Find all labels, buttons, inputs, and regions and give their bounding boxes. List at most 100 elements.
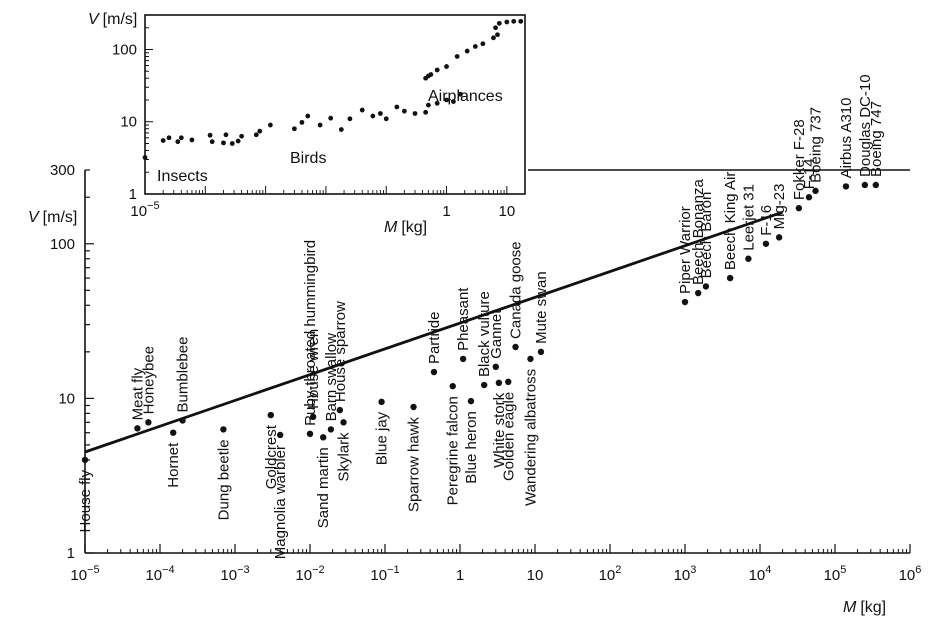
inset-data-point <box>267 122 273 128</box>
inset-data-point <box>160 138 166 143</box>
inset-data-point <box>229 141 235 146</box>
trend-line <box>84 210 784 454</box>
x-tick-label: 106 <box>899 564 922 584</box>
point-label: Sparrow hawk <box>406 416 423 512</box>
data-point <box>726 274 734 282</box>
inset-data-point <box>166 135 172 141</box>
point-label: Barn swallow <box>323 333 340 422</box>
x-tick-label: 102 <box>599 564 622 584</box>
inset-data-point <box>496 20 502 26</box>
main-ticks: 1 10 100 300 10−5 10−4 10−3 10−2 10−1 1 10 102 103 10… <box>50 162 921 584</box>
main-y-var: V <box>28 209 40 226</box>
inset-annotation-birds: Birds <box>290 150 326 167</box>
point-label: White stork <box>491 392 508 468</box>
inset-data-point <box>434 100 440 106</box>
data-point <box>378 398 385 406</box>
inset-data-point <box>493 25 498 31</box>
data-point <box>495 379 503 387</box>
point-label: Sand martin <box>315 447 332 528</box>
inset-data-point <box>472 44 478 49</box>
point-label: Skylark <box>336 432 353 482</box>
data-point <box>327 426 335 433</box>
inset-data-point <box>428 72 434 77</box>
inset-data-point <box>383 116 389 122</box>
x-tick-label: 10−3 <box>220 564 249 584</box>
data-point <box>775 234 783 241</box>
y-tick-label: 300 <box>50 162 75 179</box>
data-point <box>872 181 880 189</box>
inset-data-point <box>178 135 184 141</box>
main-x-axis-label: M [kg] <box>843 599 886 616</box>
data-point <box>805 194 813 201</box>
point-label: Dung beetle <box>215 439 232 520</box>
point-label: Ruby-throated hummingbird <box>302 240 319 426</box>
data-point <box>449 382 456 390</box>
point-label: Gannet <box>488 309 505 359</box>
data-point <box>745 255 752 262</box>
data-point <box>134 425 141 432</box>
data-point <box>492 363 499 371</box>
inset-data-point <box>317 122 323 128</box>
data-point <box>459 355 467 363</box>
point-label: Fokker F-28 <box>791 119 808 200</box>
inset-data-point <box>189 137 195 143</box>
inset-data-point <box>299 119 305 125</box>
inset-data-point <box>480 41 486 47</box>
data-point <box>410 403 417 411</box>
point-label: F-16 <box>758 205 775 236</box>
inset-y-tick-label: 100 <box>112 41 137 58</box>
data-point <box>309 413 317 421</box>
inset-data-point <box>142 155 148 160</box>
data-point <box>842 183 850 190</box>
inset-data-point <box>207 132 213 138</box>
data-point <box>170 429 177 436</box>
inset-data-point <box>425 102 431 108</box>
point-label: Douglas DC-10 <box>857 74 874 177</box>
data-point <box>512 343 519 351</box>
inset-x-unit: [kg] <box>401 219 427 236</box>
point-label: Pheasant <box>455 287 472 351</box>
inset-data-point <box>412 111 418 116</box>
data-point <box>276 431 284 439</box>
data-point <box>267 411 274 419</box>
main-y-axis-label: V [m/s] <box>28 209 77 226</box>
point-label: Hornet <box>165 442 182 488</box>
point-label: House sparrow <box>332 301 349 402</box>
inset-data-point <box>291 126 297 132</box>
point-label: Magnolia warbler <box>272 445 289 559</box>
y-tick-label: 1 <box>67 545 75 562</box>
inset-data-point <box>370 113 376 119</box>
point-label: Boeing 747 <box>868 101 885 177</box>
inset-data-point <box>305 113 311 119</box>
x-tick-label: 105 <box>824 564 847 584</box>
point-label: Beech Baron <box>698 192 715 279</box>
point-label: Partride <box>426 312 443 365</box>
y-tick-label: 100 <box>50 236 75 253</box>
data-point <box>762 240 770 247</box>
point-label: Black vulture <box>476 291 493 377</box>
data-point <box>795 204 803 212</box>
inset-y-tick-label: 10 <box>120 114 137 131</box>
inset-x-var: M <box>384 219 398 236</box>
inset-data-point <box>495 32 500 38</box>
inset-x-tick-label: 1 <box>442 203 450 220</box>
main-x-unit: [kg] <box>860 599 886 616</box>
inset-annotation-airplanes: Airplances <box>428 88 503 105</box>
x-tick-label: 1 <box>456 567 464 584</box>
point-label: House wren <box>305 329 322 409</box>
x-tick-label: 103 <box>674 564 697 584</box>
inset-annotation-insects: Insects <box>157 168 208 185</box>
point-label: Blue jay <box>374 411 391 465</box>
point-label: F-14 <box>801 158 818 189</box>
main-points <box>81 181 880 464</box>
inset-data-point <box>338 127 344 132</box>
inset-data-point <box>444 64 449 69</box>
data-point <box>430 368 438 376</box>
data-point <box>467 397 475 405</box>
inset-data-point <box>175 139 181 145</box>
data-point <box>527 355 534 363</box>
data-point <box>220 426 227 433</box>
data-point <box>702 283 710 290</box>
